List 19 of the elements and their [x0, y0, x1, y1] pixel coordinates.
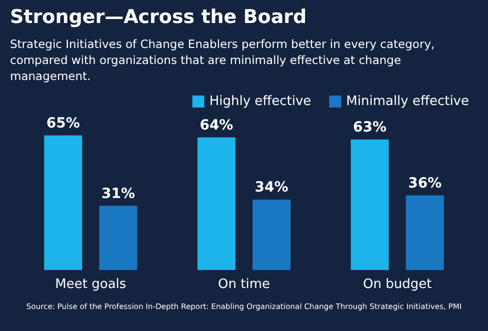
- bar: [197, 137, 236, 270]
- data-label: 63%: [353, 120, 387, 136]
- chart-subtitle: Strategic Initiatives of Change Enablers perform better in every category, compared with organizations that are minimally effective at change management.: [10, 36, 436, 84]
- data-label: 64%: [200, 117, 234, 134]
- data-label: 36%: [408, 175, 442, 192]
- bar: [252, 200, 291, 270]
- chart-title: Stronger—Across the Board: [10, 6, 307, 28]
- bar: [44, 135, 82, 270]
- data-label: 34%: [254, 180, 288, 196]
- data-label: 31%: [101, 186, 135, 202]
- bar: [350, 140, 389, 270]
- x-tick-label: Meet goals: [55, 277, 126, 292]
- bar: [406, 195, 444, 270]
- bar: [99, 206, 138, 270]
- legend-label: Highly effective: [209, 94, 312, 109]
- legend-label: Minimally effective: [346, 94, 469, 109]
- x-tick-label: On time: [218, 277, 270, 292]
- data-label: 65%: [46, 115, 80, 132]
- x-tick-label: On budget: [362, 277, 432, 292]
